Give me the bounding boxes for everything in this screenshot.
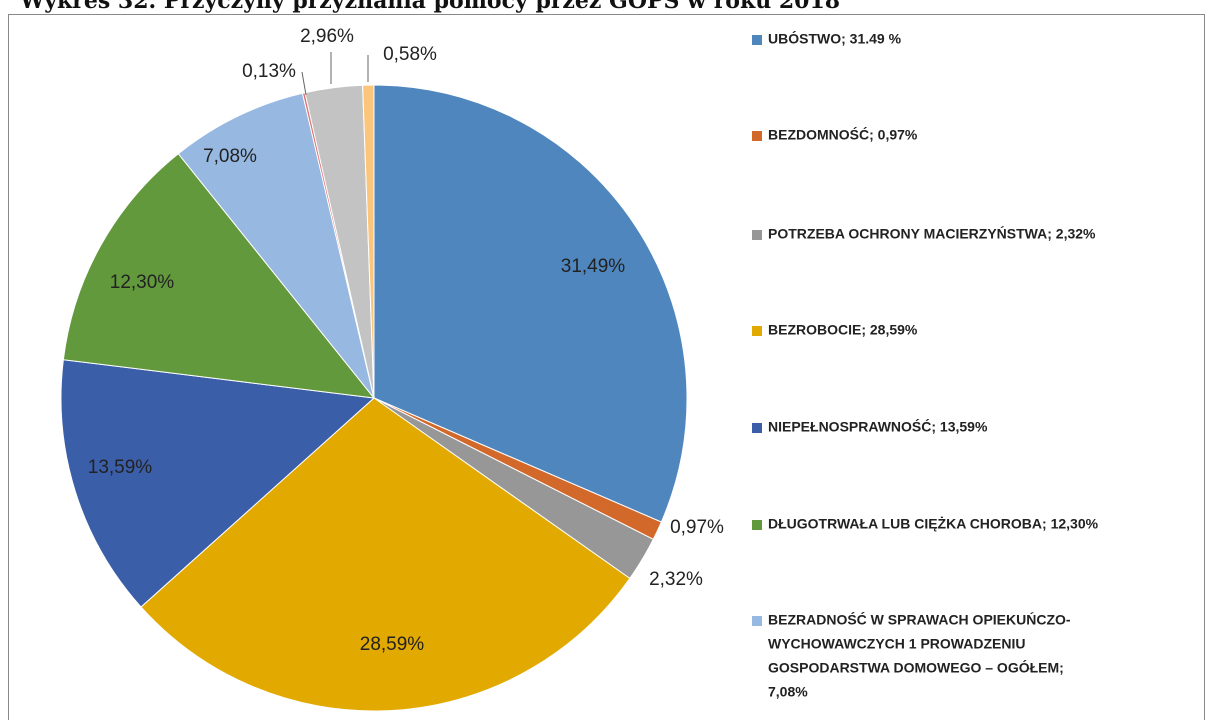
pie-slice bbox=[177, 92, 375, 399]
pie-slice bbox=[62, 153, 376, 399]
title-band bbox=[0, 0, 1206, 14]
data-label: 0,58% bbox=[383, 44, 437, 65]
pie-slice bbox=[373, 84, 688, 523]
data-label: 13,59% bbox=[88, 457, 153, 478]
data-label: 28,59% bbox=[360, 634, 425, 655]
legend-swatch bbox=[752, 423, 762, 433]
legend-label: BEZROBOCIE; 28,59% bbox=[768, 322, 918, 338]
legend-label: BEZDOMNOŚĆ; 0,97% bbox=[768, 126, 918, 143]
legend-label: UBÓSTWO; 31.49 % bbox=[768, 30, 902, 47]
legend-label: DŁUGOTRWAŁA LUB CIĘŻKA CHOROBA; 12,30% bbox=[768, 516, 1099, 532]
legend-swatch bbox=[752, 520, 762, 530]
legend-label: BEZRADNOŚĆ W SPRAWACH OPIEKUŃCZO- bbox=[768, 611, 1071, 628]
legend-label: 7,08% bbox=[768, 684, 808, 700]
legend-swatch bbox=[752, 131, 762, 141]
legend-swatch bbox=[752, 35, 762, 45]
data-label: 7,08% bbox=[203, 146, 257, 167]
data-label: 0,13% bbox=[242, 61, 296, 82]
pie-slice bbox=[362, 84, 375, 399]
pie-slice bbox=[140, 397, 631, 712]
legend-label: NIEPEŁNOSPRAWNOŚĆ; 13,59% bbox=[768, 418, 988, 435]
pie-slice bbox=[60, 359, 376, 608]
chart-frame bbox=[8, 14, 1205, 720]
data-label: 2,96% bbox=[300, 26, 354, 47]
data-label: 31,49% bbox=[561, 256, 626, 277]
legend-label: POTRZEBA OCHRONY MACIERZYŃSTWA; 2,32% bbox=[768, 226, 1096, 242]
legend-swatch bbox=[752, 326, 762, 336]
chart-title: Wykres 32. Przyczyny przyznania pomocy p… bbox=[19, 0, 840, 14]
legend-label: GOSPODARSTWA DOMOWEGO – OGÓŁEM; bbox=[768, 659, 1064, 676]
legend-label: WYCHOWAWCZYCH 1 PROWADZENIU bbox=[768, 636, 1025, 652]
data-label: 0,97% bbox=[670, 517, 724, 538]
leader-line bbox=[301, 71, 307, 96]
data-label: 2,32% bbox=[649, 569, 703, 590]
legend-swatch bbox=[752, 230, 762, 240]
legend-swatch bbox=[752, 616, 762, 626]
data-label: 12,30% bbox=[110, 272, 175, 293]
